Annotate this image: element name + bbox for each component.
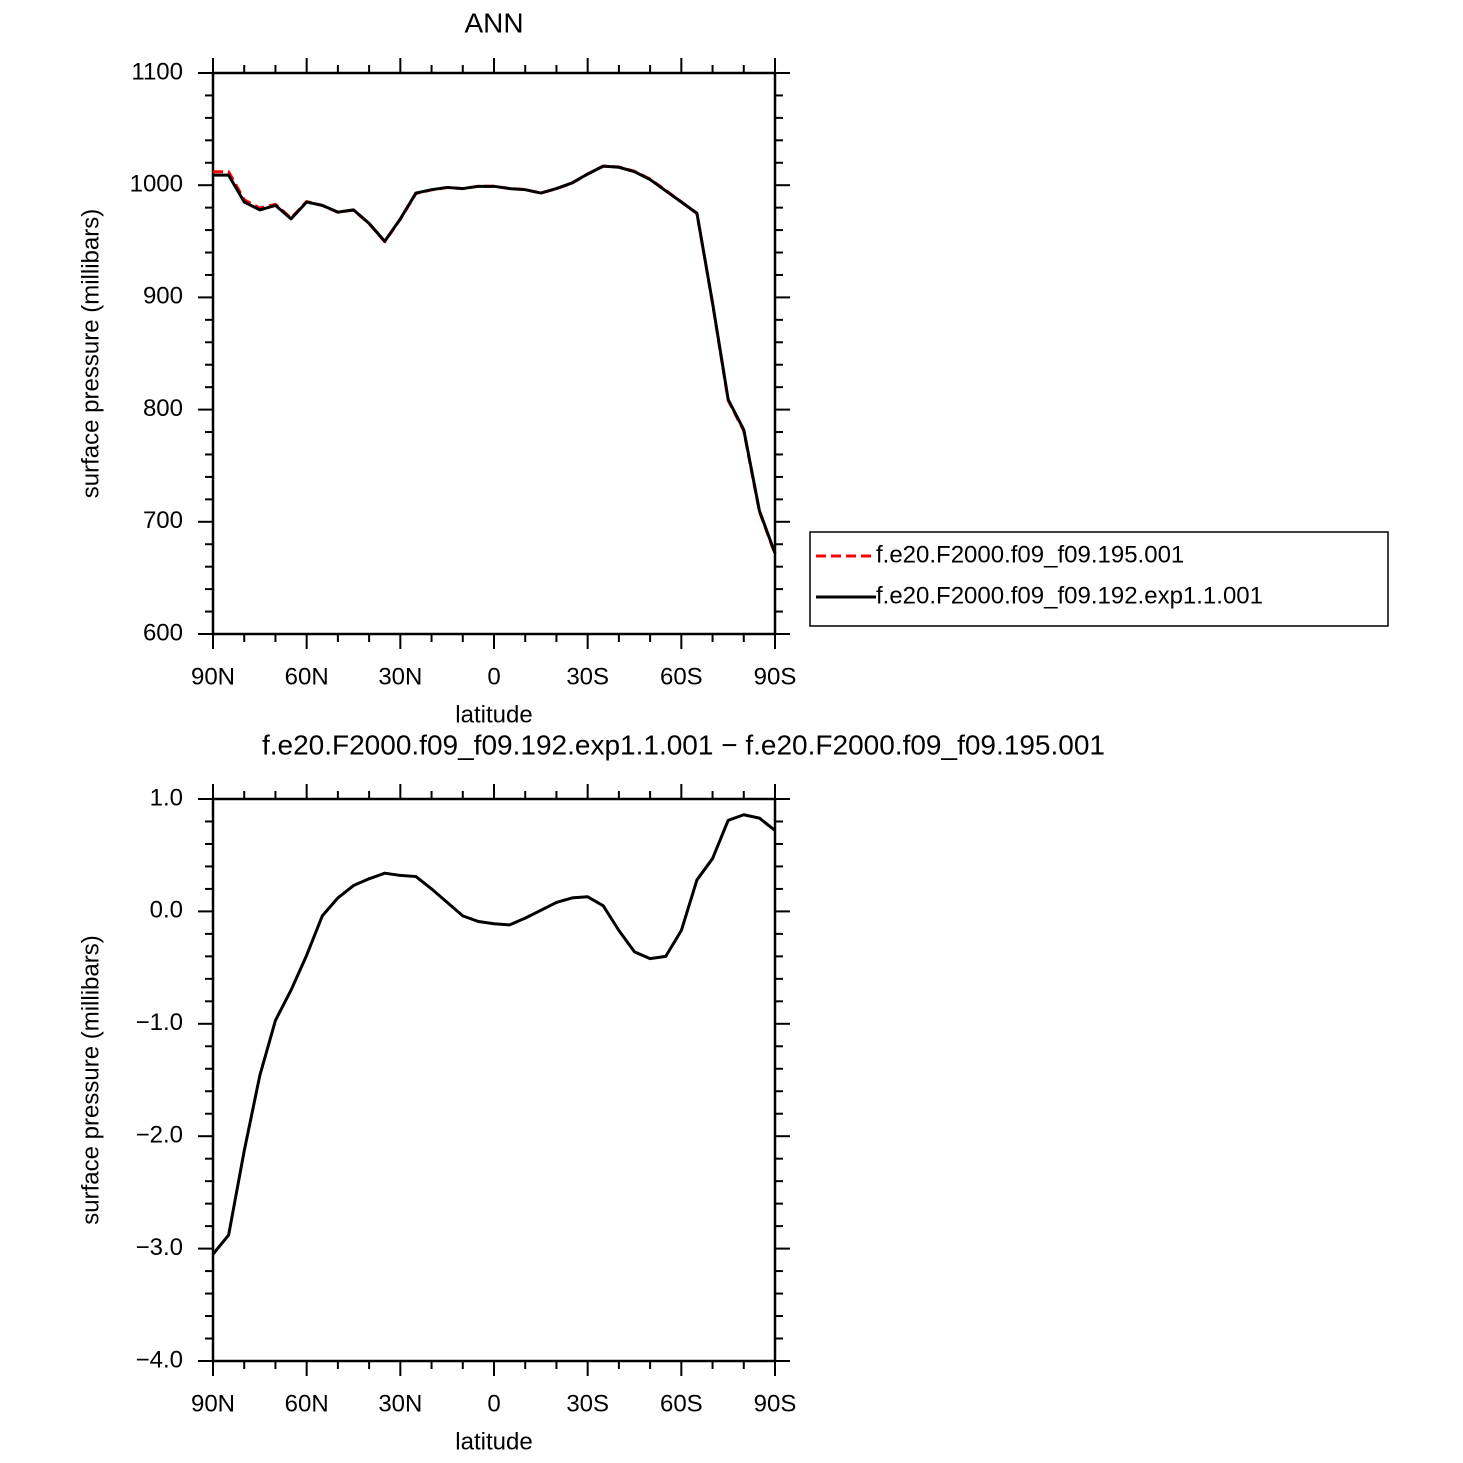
x-axis-label: latitude <box>455 1428 532 1455</box>
x-tick-label: 0 <box>487 663 500 690</box>
y-tick-label: 800 <box>143 395 183 422</box>
x-tick-label: 60S <box>660 1390 703 1417</box>
data-line <box>213 164 777 554</box>
x-tick-label: 60N <box>285 663 329 690</box>
x-tick-label: 30N <box>378 663 422 690</box>
data-line <box>211 813 776 1256</box>
x-tick-label: 60N <box>285 1390 329 1417</box>
y-tick-label: −1.0 <box>136 1009 183 1036</box>
plot-frame <box>211 797 777 1363</box>
x-tick-label: 60S <box>660 663 703 690</box>
y-tick-label: 700 <box>143 507 183 534</box>
y-tick-label: 900 <box>143 283 183 310</box>
y-axis-label: surface pressure (millibars) <box>77 209 104 498</box>
x-tick-label: 90S <box>754 1390 797 1417</box>
legend-box <box>809 531 1389 627</box>
x-tick-label: 90S <box>754 663 797 690</box>
chart-title: ANN <box>464 7 523 38</box>
x-axis-label: latitude <box>455 701 532 728</box>
y-tick-label: 1000 <box>130 171 183 198</box>
chart-title: f.e20.F2000.f09_f09.192.exp1.1.001 − f.e… <box>262 729 1105 760</box>
x-tick-label: 0 <box>487 1390 500 1417</box>
y-tick-label: −3.0 <box>136 1234 183 1261</box>
x-tick-label: 30S <box>566 663 609 690</box>
legend-label: f.e20.F2000.f09_f09.192.exp1.1.001 <box>876 582 1263 609</box>
y-axis-label: surface pressure (millibars) <box>77 935 104 1224</box>
x-tick-label: 90N <box>191 1390 235 1417</box>
y-tick-label: 1100 <box>131 58 183 85</box>
plot-frame <box>211 71 777 636</box>
y-tick-label: 0.0 <box>150 897 183 924</box>
y-tick-label: −2.0 <box>136 1122 183 1149</box>
data-line <box>213 164 777 555</box>
y-tick-label: 600 <box>143 619 183 646</box>
x-tick-label: 30S <box>566 1390 609 1417</box>
y-tick-label: 1.0 <box>150 784 183 811</box>
y-tick-label: −4.0 <box>136 1346 183 1373</box>
legend-label: f.e20.F2000.f09_f09.195.001 <box>876 541 1184 568</box>
x-tick-label: 30N <box>378 1390 422 1417</box>
x-tick-label: 90N <box>191 663 235 690</box>
